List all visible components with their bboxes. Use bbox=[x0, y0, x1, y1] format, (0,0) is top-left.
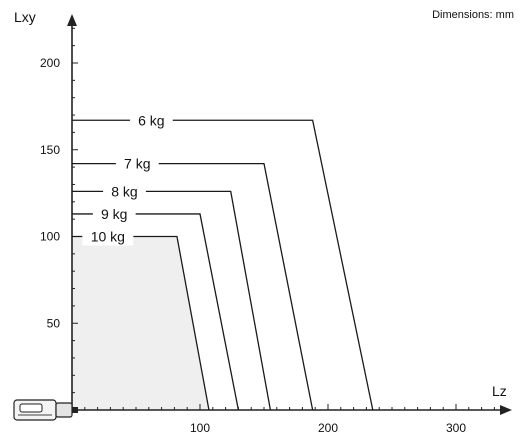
y-tick-label: 100 bbox=[40, 230, 60, 244]
shade-layer bbox=[72, 236, 209, 410]
axes-layer: 100 200 300 50 100 150 200 bbox=[40, 14, 512, 435]
series-label: 8 kg bbox=[111, 183, 137, 199]
series-label: 10 kg bbox=[91, 229, 125, 245]
gripper-icon bbox=[13, 399, 78, 421]
x-tick-label: 300 bbox=[446, 421, 466, 435]
label-layer: 6 kg 7 kg 8 kg 9 kg 10 kg bbox=[82, 111, 173, 246]
x-tick-label: 200 bbox=[318, 421, 338, 435]
gripper-window bbox=[19, 403, 43, 413]
series-label-bg bbox=[129, 111, 173, 130]
y-axis-label: Lxy bbox=[14, 9, 36, 25]
y-axis-arrow bbox=[67, 14, 77, 26]
x-axis-arrow bbox=[500, 405, 512, 415]
dimensions-note: Dimensions: mm bbox=[432, 9, 514, 21]
series-label-group: 6 kg bbox=[129, 111, 173, 130]
series-label-group: 7 kg bbox=[115, 154, 159, 173]
series-label: 9 kg bbox=[101, 206, 127, 222]
series-label: 7 kg bbox=[124, 156, 150, 172]
series-label-group: 9 kg bbox=[92, 204, 136, 223]
series-label-group: 10 kg bbox=[82, 227, 134, 246]
series-label-bg bbox=[115, 154, 159, 173]
gripper-flange bbox=[55, 402, 73, 418]
y-tick-label: 150 bbox=[40, 143, 60, 157]
series-label-bg bbox=[82, 227, 134, 246]
series-label-bg bbox=[103, 182, 146, 201]
series-label-bg bbox=[92, 204, 136, 223]
gripper-tip bbox=[72, 407, 78, 413]
y-tick-label: 200 bbox=[40, 56, 60, 70]
series-label-group: 8 kg bbox=[103, 182, 146, 201]
series-label: 6 kg bbox=[138, 112, 164, 128]
shaded-region bbox=[72, 236, 209, 410]
y-tick-label: 50 bbox=[47, 316, 61, 330]
x-axis-label: Lz bbox=[492, 383, 507, 399]
x-tick-label: 100 bbox=[190, 421, 210, 435]
